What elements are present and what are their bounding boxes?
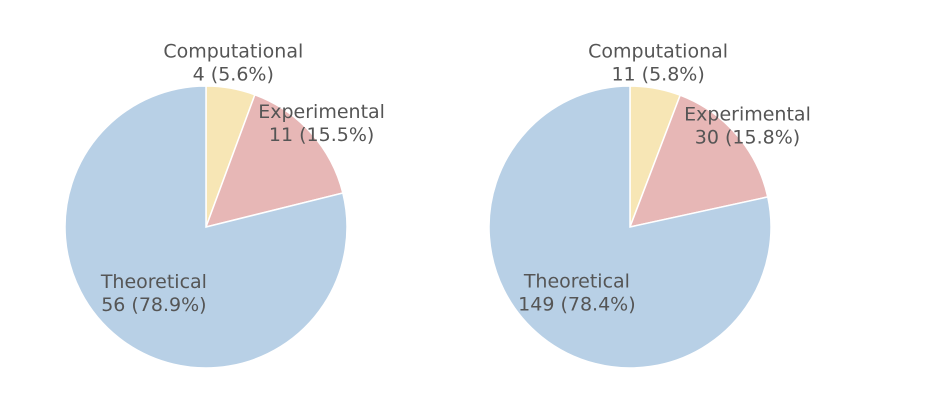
slice-label-name: Theoretical <box>100 271 207 293</box>
slice-label-name: Computational <box>588 41 728 63</box>
pie-slice-theoretical <box>488 85 772 369</box>
slice-label-theoretical: Theoretical 56 (78.9%) <box>100 271 207 316</box>
slice-label-value: 149 (78.4%) <box>518 293 636 315</box>
slice-label-value: 30 (15.8%) <box>695 126 800 148</box>
slice-label-value: 11 (5.8%) <box>611 64 704 86</box>
slice-label-value: 4 (5.6%) <box>193 63 274 85</box>
slice-label-experimental: Experimental 11 (15.5%) <box>258 101 385 146</box>
slice-label-experimental: Experimental 30 (15.8%) <box>684 103 811 148</box>
slice-label-computational: Computational 11 (5.8%) <box>588 41 728 86</box>
slice-label-name: Experimental <box>258 101 385 123</box>
slice-label-name: Experimental <box>684 103 811 125</box>
pie-slice-experimental <box>204 93 344 229</box>
pie-slice-experimental <box>628 94 769 229</box>
pie-chart-left: Computational 4 (5.6%) Experimental 11 (15.… <box>64 40 385 369</box>
pie-chart-right: Computational 11 (5.8%) Experimental 30 (15… <box>488 41 811 369</box>
slice-label-name: Computational <box>163 40 303 62</box>
slice-label-name: Theoretical <box>523 270 630 292</box>
slice-label-computational: Computational 4 (5.6%) <box>163 40 303 85</box>
slice-label-value: 56 (78.9%) <box>101 294 206 316</box>
slice-label-theoretical: Theoretical 149 (78.4%) <box>518 270 636 315</box>
pie-slice-theoretical <box>64 85 348 369</box>
slice-label-value: 11 (15.5%) <box>269 124 374 146</box>
